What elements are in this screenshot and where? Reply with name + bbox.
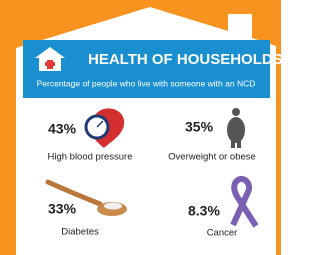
stat-label: Overweight or obese: [168, 152, 256, 163]
infographic: HEALTH OF HOUSEHOLDS Percentage of peopl…: [0, 0, 281, 255]
stat-label: Diabetes: [61, 227, 99, 238]
subtitle: Percentage of people who live with someo…: [37, 78, 256, 88]
stat-value: 33%: [48, 201, 77, 217]
stat-label: Cancer: [207, 228, 238, 239]
stat-value: 35%: [185, 119, 214, 135]
stat-label: High blood pressure: [47, 152, 132, 163]
stat-value: 8.3%: [188, 203, 220, 219]
stat-value: 43%: [48, 121, 77, 137]
page: HEALTH OF HOUSEHOLDS Percentage of peopl…: [0, 0, 281, 255]
title: HEALTH OF HOUSEHOLDS: [88, 51, 281, 68]
